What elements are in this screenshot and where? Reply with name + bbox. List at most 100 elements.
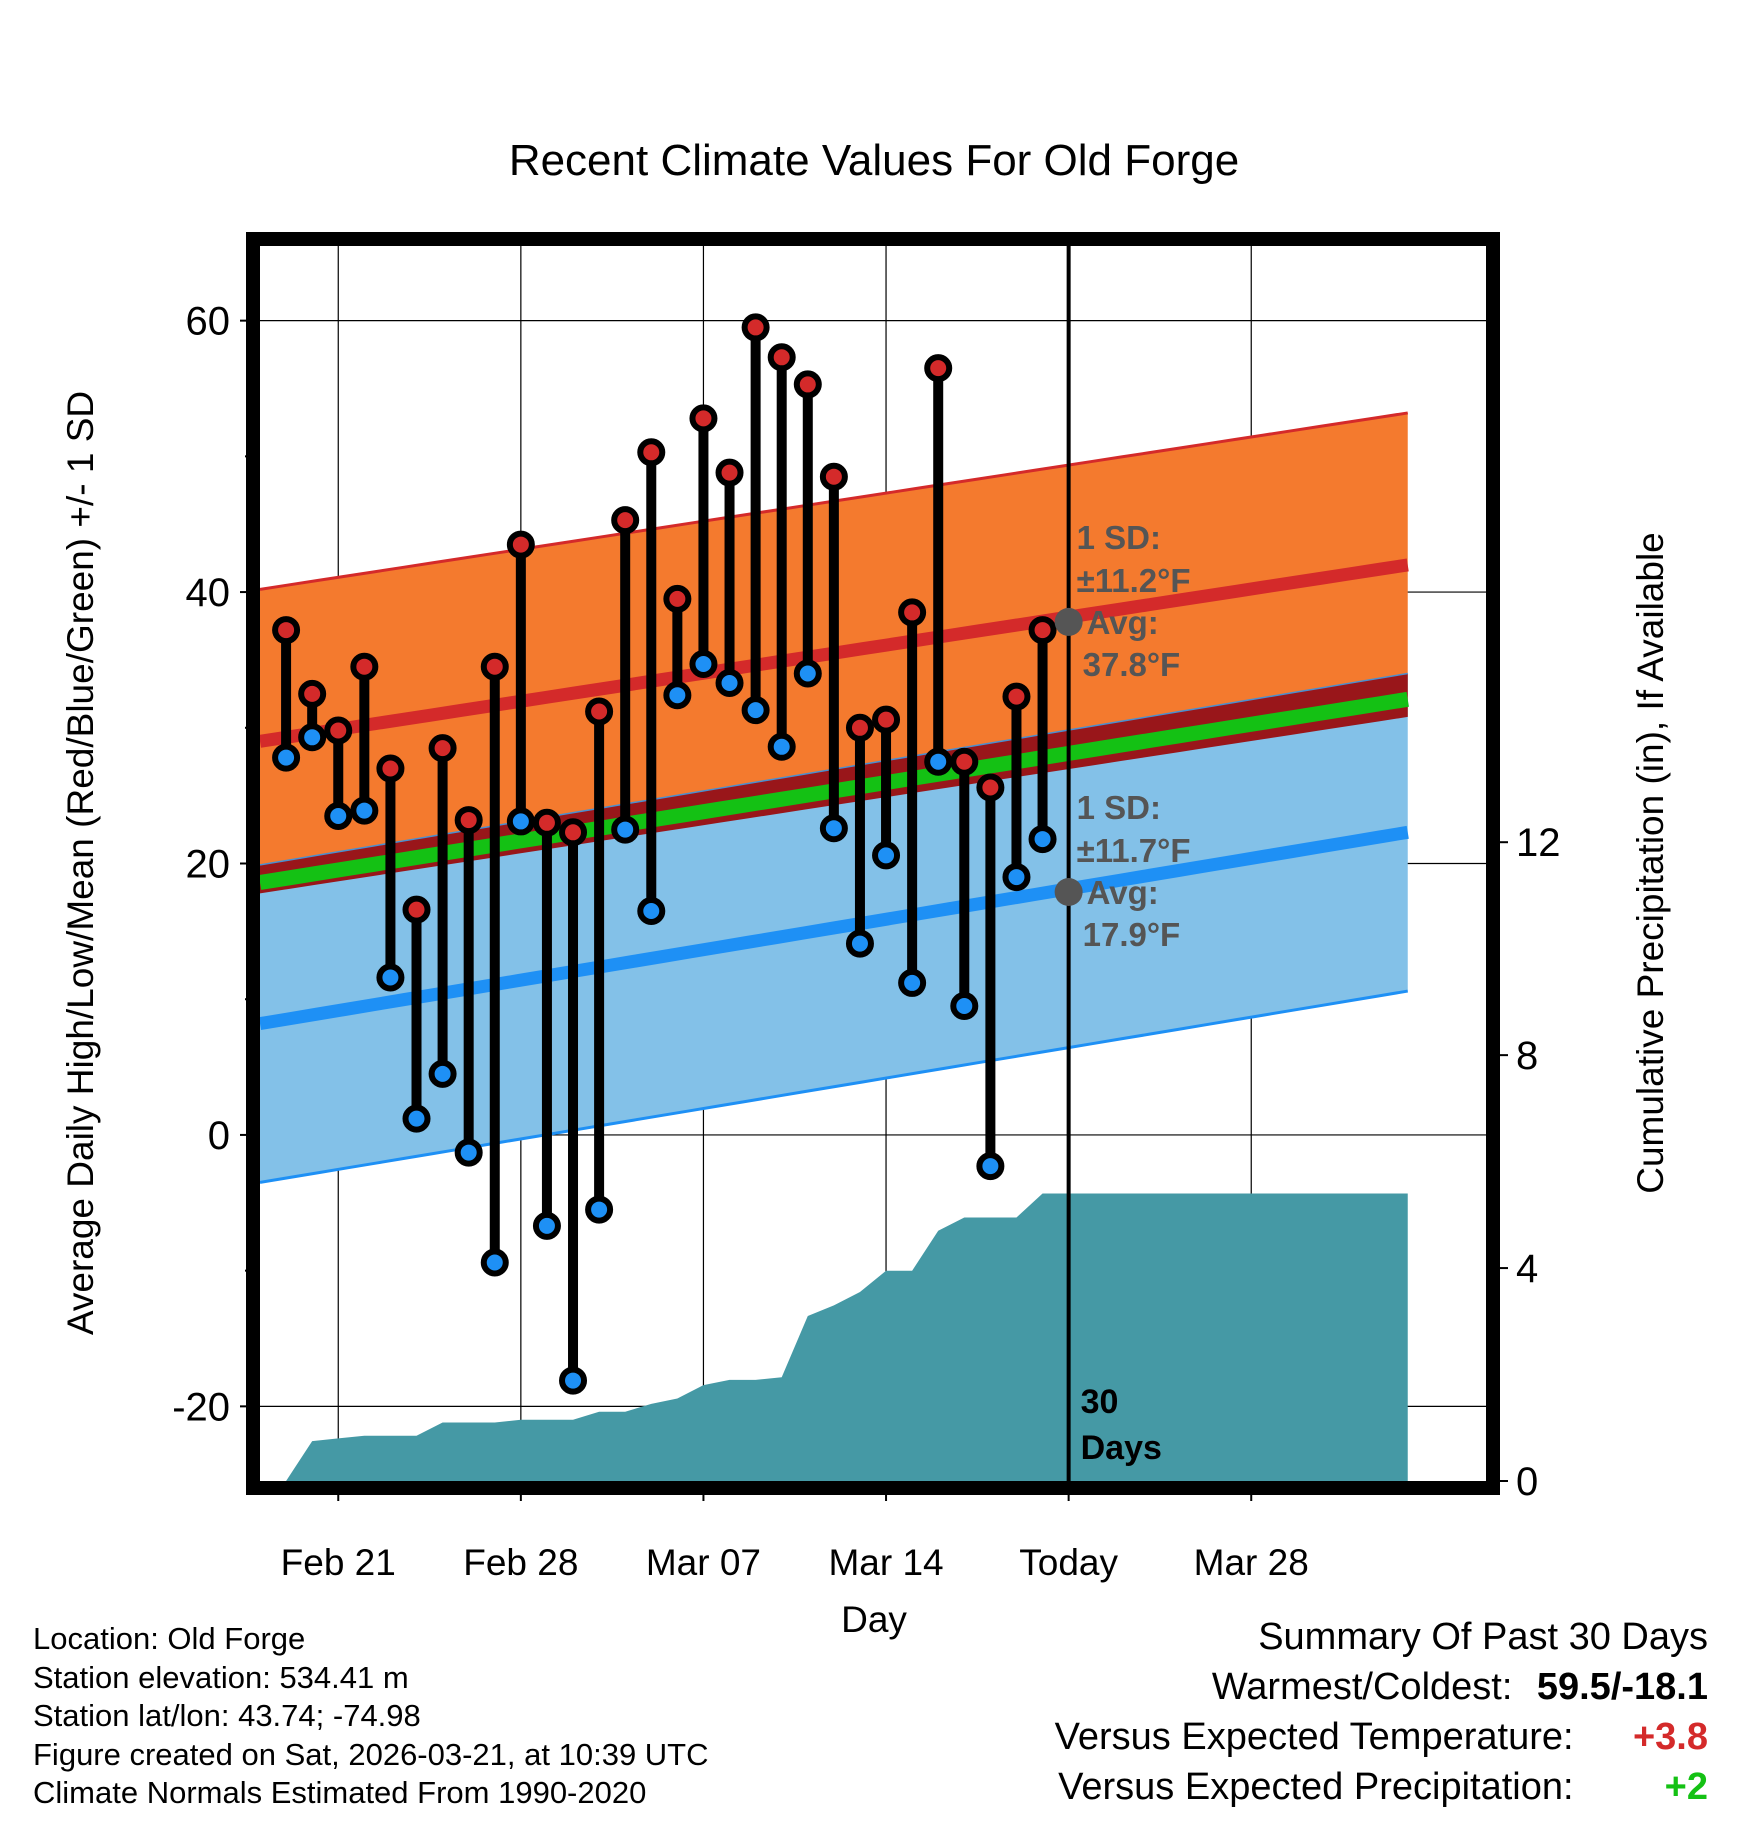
daily-low-point xyxy=(480,1248,509,1277)
daily-low-point xyxy=(506,807,535,836)
daily-high-point xyxy=(272,616,301,645)
daily-low-point xyxy=(1002,863,1031,892)
elevation-text: Station elevation: 534.41 m xyxy=(33,1659,409,1695)
daily-high-point xyxy=(793,370,822,399)
daily-high-point xyxy=(663,584,692,613)
latlon-text: Station lat/lon: 43.74; -74.98 xyxy=(33,1698,421,1733)
low-annotation-line: ±11.7°F xyxy=(1077,832,1191,869)
daily-low-point xyxy=(272,743,301,772)
warmest-coldest-label: Warmest/Coldest: xyxy=(1211,1666,1513,1708)
daily-low-point xyxy=(976,1152,1005,1181)
daily-high-point xyxy=(428,734,457,763)
daily-high-point xyxy=(637,438,666,467)
daily-low-point xyxy=(376,963,405,992)
daily-low-point xyxy=(324,802,353,830)
daily-low-point xyxy=(637,897,666,925)
daily-low-point xyxy=(611,815,640,844)
daily-low-point xyxy=(872,841,901,870)
low-lower-edge xyxy=(260,989,1408,1184)
daily-low-point xyxy=(950,992,979,1020)
daily-high-point xyxy=(402,895,431,924)
summary-panel: Summary Of Past 30 Days Warmest/Coldest:… xyxy=(808,1616,1708,1816)
days-label-bottom: Days xyxy=(1081,1429,1162,1467)
daily-low-point xyxy=(428,1059,457,1088)
daily-high-point xyxy=(480,652,509,681)
low-avg-marker xyxy=(1054,878,1083,906)
daily-low-point xyxy=(767,732,796,761)
daily-high-point xyxy=(376,754,405,783)
daily-high-point xyxy=(506,530,535,559)
plot-area xyxy=(260,246,1486,1481)
daily-high-point xyxy=(898,598,927,627)
y-tick-label-right: 8 xyxy=(1516,1034,1538,1078)
precip-area xyxy=(286,1193,1408,1481)
daily-high-point xyxy=(324,716,353,745)
daily-low-point xyxy=(663,681,692,710)
x-tick-label: Feb 28 xyxy=(463,1542,578,1583)
location-text: Location: Old Forge xyxy=(33,1621,306,1656)
daily-high-point xyxy=(559,818,588,847)
y-tick-label-left: 60 xyxy=(186,300,231,344)
daily-low-point xyxy=(793,659,822,688)
summary-title: Summary Of Past 30 Days xyxy=(1258,1616,1708,1658)
low-normal-line xyxy=(260,825,1409,1031)
warmest-coldest-value: 59.5/-18.1 xyxy=(1536,1666,1708,1708)
chart-title: Recent Climate Values For Old Forge xyxy=(509,136,1239,185)
x-tick-label: Mar 28 xyxy=(1194,1542,1309,1583)
daily-high-point xyxy=(845,713,874,742)
daily-low-point xyxy=(819,814,848,843)
y-tick-label-right: 4 xyxy=(1516,1247,1538,1291)
daily-low-point xyxy=(454,1138,483,1167)
precip-anomaly-value: +2 xyxy=(1664,1766,1708,1808)
daily-high-point xyxy=(976,773,1005,802)
daily-high-point xyxy=(1002,682,1031,711)
daily-high-point xyxy=(767,343,796,372)
daily-low-point xyxy=(298,723,327,752)
daily-high-point xyxy=(585,697,614,726)
normals-text: Climate Normals Estimated From 1990-2020 xyxy=(33,1775,647,1810)
low-annotation-line: 17.9°F xyxy=(1083,916,1181,953)
daily-low-point xyxy=(1028,825,1057,854)
precip-anomaly-label: Versus Expected Precipitation: xyxy=(1058,1766,1574,1808)
daily-high-point xyxy=(611,506,640,535)
high-annotation-line: 37.8°F xyxy=(1083,646,1181,683)
daily-low-point xyxy=(559,1366,588,1395)
y-axis-label-left: Average Daily High/Low/Mean (Red/Blue/Gr… xyxy=(60,391,101,1335)
created-text: Figure created on Sat, 2026-03-21, at 10… xyxy=(33,1736,709,1772)
daily-high-point xyxy=(298,679,327,708)
station-info: Location: Old Forge Station elevation: 5… xyxy=(33,1620,709,1813)
daily-high-point xyxy=(532,808,561,837)
daily-high-point xyxy=(741,313,770,342)
daily-high-point xyxy=(715,458,744,487)
daily-low-point xyxy=(924,747,953,776)
daily-high-point xyxy=(872,705,901,734)
y-axis-label-right: Cumulative Precipitation (in), If Availa… xyxy=(1630,532,1671,1194)
daily-high-point xyxy=(950,747,979,776)
temp-anomaly-value: +3.8 xyxy=(1632,1716,1708,1758)
low-annotation-line: Avg: xyxy=(1087,874,1159,911)
x-tick-label: Today xyxy=(1019,1542,1118,1583)
daily-low-point xyxy=(741,696,770,725)
y-tick-label-left: 40 xyxy=(186,571,231,615)
daily-high-point xyxy=(1028,616,1057,645)
y-tick-label-right: 12 xyxy=(1516,821,1561,865)
high-avg-marker xyxy=(1054,607,1083,636)
daily-high-point xyxy=(924,354,953,383)
y-tick-label-left: 20 xyxy=(186,843,231,887)
temp-anomaly-label: Versus Expected Temperature: xyxy=(1054,1716,1574,1758)
daily-high-point xyxy=(689,404,718,433)
daily-low-point xyxy=(532,1211,561,1240)
days-label-top: 30 xyxy=(1081,1383,1119,1421)
high-annotation-line: Avg: xyxy=(1087,604,1159,641)
y-tick-label-right: 0 xyxy=(1516,1460,1538,1504)
daily-low-point xyxy=(689,650,718,678)
x-tick-label: Mar 07 xyxy=(646,1542,761,1583)
daily-high-point xyxy=(819,462,848,491)
daily-high-point xyxy=(350,652,379,681)
daily-high-point xyxy=(454,806,483,835)
x-axis-label: Day xyxy=(841,1599,907,1640)
low-annotation-line: 1 SD: xyxy=(1077,789,1161,826)
high-annotation-line: ±11.2°F xyxy=(1077,562,1191,599)
x-tick-label: Feb 21 xyxy=(281,1542,396,1583)
